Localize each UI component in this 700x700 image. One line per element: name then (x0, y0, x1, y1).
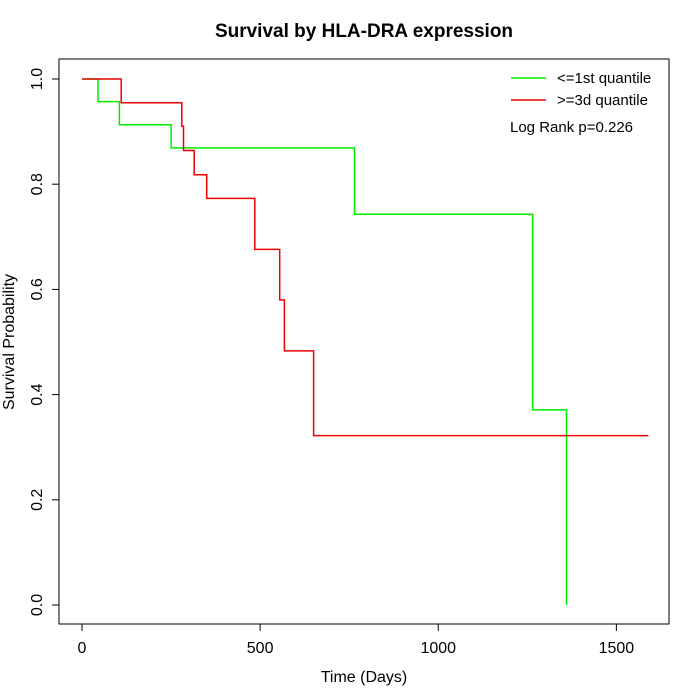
x-axis-label: Time (Days) (321, 669, 408, 686)
legend-label-high: >=3d quantile (557, 92, 648, 109)
x-axis: 0 500 1000 1500 (78, 623, 635, 657)
y-axis: 0.0 0.2 0.4 0.6 0.8 1.0 (29, 68, 60, 616)
y-tick-label: 0.2 (29, 489, 46, 511)
y-tick-label: 1.0 (29, 68, 46, 90)
plot-area-frame (58, 58, 670, 625)
y-tick-label: 0.8 (29, 173, 46, 195)
legend-label-low: <=1st quantile (557, 70, 651, 87)
x-tick-label: 1500 (599, 640, 635, 657)
series-layer (82, 78, 649, 605)
logrank-annotation: Log Rank p=0.226 (510, 119, 633, 136)
y-tick-label: 0.4 (29, 383, 46, 405)
chart-title: Survival by HLA-DRA expression (215, 21, 513, 42)
series-line-high-quantile (82, 78, 649, 437)
y-tick-label: 0.6 (29, 278, 46, 300)
y-axis-label: Survival Probability (1, 274, 18, 410)
series-line-low-quantile (82, 78, 568, 605)
x-tick-label: 1000 (420, 640, 456, 657)
x-tick-label: 500 (247, 640, 274, 657)
legend: <=1st quantile >=3d quantile Log Rank p=… (510, 70, 651, 136)
y-tick-label: 0.0 (29, 594, 46, 616)
x-tick-label: 0 (78, 640, 87, 657)
